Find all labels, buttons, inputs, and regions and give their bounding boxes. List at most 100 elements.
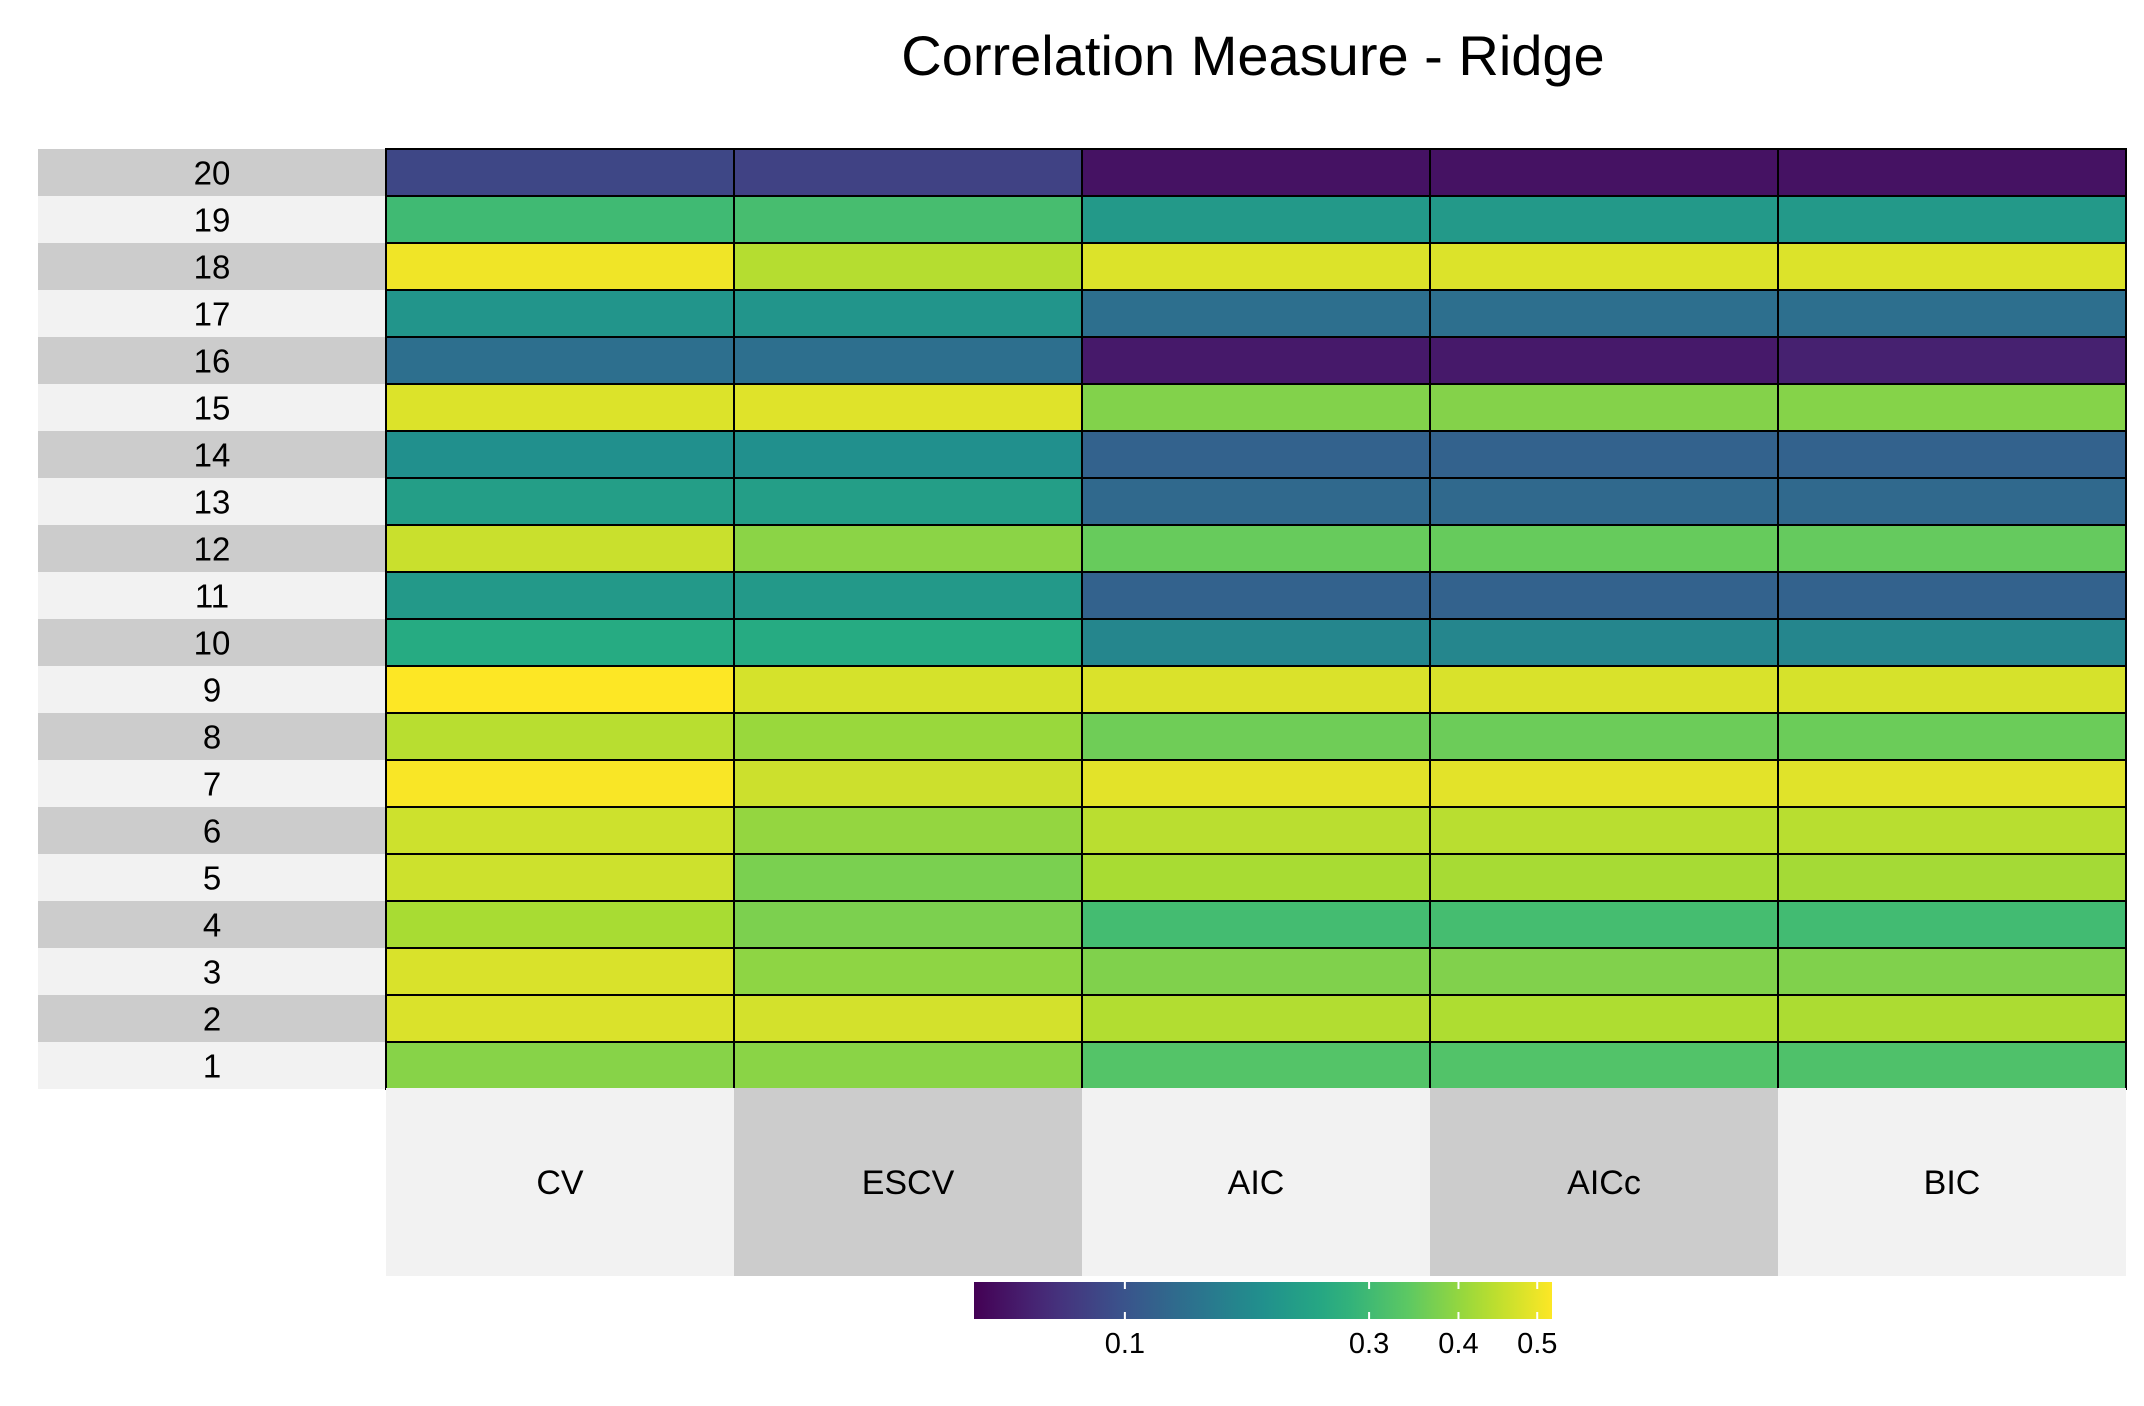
- heatmap-cell-19-CV: [385, 195, 735, 244]
- heatmap-cell-1-ESCV: [733, 1041, 1083, 1090]
- row-label-14: 14: [194, 437, 231, 474]
- heatmap-cell-10-CV: [385, 618, 735, 667]
- heatmap-cell-4-AIC: [1081, 900, 1431, 949]
- heatmap-cell-7-AICc: [1429, 759, 1779, 808]
- colorbar-tick-label: 0.4: [1438, 1328, 1478, 1360]
- column-label-BIC: BIC: [1924, 1164, 1981, 1202]
- row-band-6: [38, 807, 386, 854]
- heatmap-cell-7-AIC: [1081, 759, 1431, 808]
- heatmap-cell-17-AICc: [1429, 289, 1779, 338]
- row-band-2: [38, 995, 386, 1042]
- heatmap-cell-6-BIC: [1777, 806, 2127, 855]
- row-label-8: 8: [203, 719, 221, 756]
- heatmap-cell-11-AIC: [1081, 571, 1431, 620]
- heatmap-cell-1-AICc: [1429, 1041, 1779, 1090]
- heatmap-cells: [385, 148, 2127, 1090]
- heatmap-cell-5-CV: [385, 853, 735, 902]
- row-band-10: [38, 619, 386, 666]
- row-label-10: 10: [194, 625, 231, 662]
- row-band-11: [38, 572, 386, 619]
- heatmap-cell-9-ESCV: [733, 665, 1083, 714]
- heatmap-cell-16-BIC: [1777, 336, 2127, 385]
- column-label-AIC: AIC: [1228, 1164, 1285, 1202]
- heatmap-cell-9-BIC: [1777, 665, 2127, 714]
- heatmap-cell-14-CV: [385, 430, 735, 479]
- heatmap-cell-7-ESCV: [733, 759, 1083, 808]
- colorbar-tick-label: 0.1: [1105, 1328, 1145, 1360]
- row-band-18: [38, 243, 386, 290]
- heatmap-cell-10-AIC: [1081, 618, 1431, 667]
- row-label-1: 1: [203, 1048, 221, 1085]
- heatmap-cell-8-BIC: [1777, 712, 2127, 761]
- row-label-20: 20: [194, 155, 231, 192]
- heatmap-cell-12-BIC: [1777, 524, 2127, 573]
- heatmap-cell-19-AIC: [1081, 195, 1431, 244]
- colorbar-tick-label: 0.5: [1517, 1328, 1557, 1360]
- column-band-CV: [386, 1088, 734, 1276]
- heatmap-cell-16-AIC: [1081, 336, 1431, 385]
- heatmap-cell-2-BIC: [1777, 994, 2127, 1043]
- heatmap-cell-8-AIC: [1081, 712, 1431, 761]
- heatmap-cell-15-BIC: [1777, 383, 2127, 432]
- row-label-9: 9: [203, 672, 221, 709]
- heatmap-cell-17-ESCV: [733, 289, 1083, 338]
- heatmap-cell-1-AIC: [1081, 1041, 1431, 1090]
- column-label-ESCV: ESCV: [862, 1164, 955, 1202]
- heatmap-cell-20-AICc: [1429, 148, 1779, 197]
- heatmap-cell-9-AIC: [1081, 665, 1431, 714]
- heatmap-cell-3-BIC: [1777, 947, 2127, 996]
- row-band-15: [38, 384, 386, 431]
- column-label-CV: CV: [536, 1164, 584, 1202]
- row-band-9: [38, 666, 386, 713]
- heatmap-cell-13-CV: [385, 477, 735, 526]
- row-band-8: [38, 713, 386, 760]
- heatmap-cell-13-ESCV: [733, 477, 1083, 526]
- heatmap-cell-12-CV: [385, 524, 735, 573]
- row-band-12: [38, 525, 386, 572]
- heatmap-cell-7-BIC: [1777, 759, 2127, 808]
- row-band-17: [38, 290, 386, 337]
- heatmap-cell-6-ESCV: [733, 806, 1083, 855]
- heatmap-cell-11-BIC: [1777, 571, 2127, 620]
- heatmap-cell-2-ESCV: [733, 994, 1083, 1043]
- heatmap-cell-1-BIC: [1777, 1041, 2127, 1090]
- heatmap-cell-8-AICc: [1429, 712, 1779, 761]
- heatmap-cell-16-CV: [385, 336, 735, 385]
- heatmap-cell-7-CV: [385, 759, 735, 808]
- heatmap-cell-11-CV: [385, 571, 735, 620]
- heatmap-cell-2-CV: [385, 994, 735, 1043]
- heatmap-cell-20-ESCV: [733, 148, 1083, 197]
- row-label-19: 19: [194, 202, 231, 239]
- heatmap-cell-18-AIC: [1081, 242, 1431, 291]
- heatmap-cell-20-CV: [385, 148, 735, 197]
- heatmap-cell-4-ESCV: [733, 900, 1083, 949]
- row-label-3: 3: [203, 954, 221, 991]
- heatmap-cell-8-CV: [385, 712, 735, 761]
- row-band-13: [38, 478, 386, 525]
- column-band-ESCV: [734, 1088, 1082, 1276]
- heatmap-cell-4-CV: [385, 900, 735, 949]
- heatmap-cell-15-CV: [385, 383, 735, 432]
- row-band-14: [38, 431, 386, 478]
- heatmap-cell-6-AIC: [1081, 806, 1431, 855]
- column-band-AIC: [1082, 1088, 1430, 1276]
- row-label-11: 11: [195, 578, 229, 615]
- heatmap-cell-14-ESCV: [733, 430, 1083, 479]
- column-band-AICc: [1430, 1088, 1778, 1276]
- row-label-4: 4: [203, 907, 221, 944]
- heatmap-cell-17-BIC: [1777, 289, 2127, 338]
- heatmap-cell-20-BIC: [1777, 148, 2127, 197]
- heatmap-cell-5-BIC: [1777, 853, 2127, 902]
- column-label-AICc: AICc: [1567, 1164, 1641, 1202]
- heatmap-cell-16-AICc: [1429, 336, 1779, 385]
- heatmap-cell-12-AIC: [1081, 524, 1431, 573]
- heatmap-cell-17-AIC: [1081, 289, 1431, 338]
- heatmap-cell-19-ESCV: [733, 195, 1083, 244]
- heatmap-cell-4-BIC: [1777, 900, 2127, 949]
- heatmap-cell-17-CV: [385, 289, 735, 338]
- row-label-7: 7: [203, 766, 221, 803]
- heatmap-cell-18-BIC: [1777, 242, 2127, 291]
- heatmap-cell-9-CV: [385, 665, 735, 714]
- row-label-6: 6: [203, 813, 221, 850]
